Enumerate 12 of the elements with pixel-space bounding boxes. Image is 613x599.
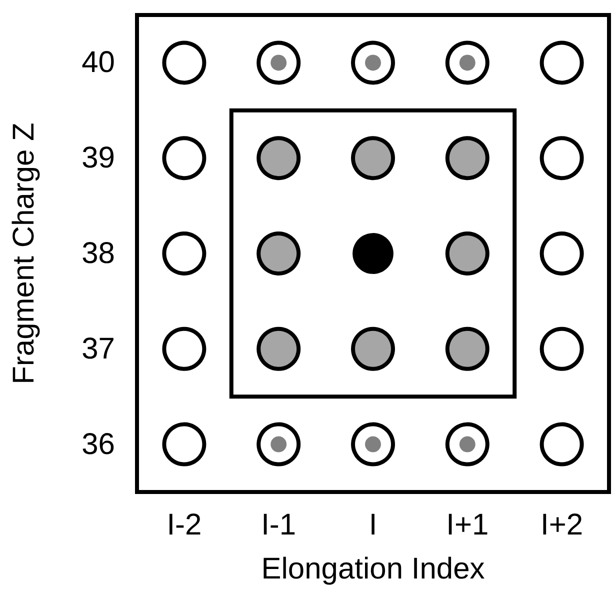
- y-tick-label: 40: [82, 46, 115, 80]
- x-tick-label: I-1: [261, 508, 296, 542]
- y-tick-label: 37: [82, 332, 115, 366]
- x-tick-label: I+1: [446, 508, 489, 542]
- x-axis-title: Elongation Index: [261, 552, 485, 586]
- y-tick-label: 38: [82, 237, 115, 270]
- y-axis-title: Fragment Charge Z: [8, 122, 40, 384]
- y-tick-label: 39: [82, 142, 115, 175]
- y-tick-label: 36: [82, 428, 115, 461]
- x-tick-label: I-2: [166, 508, 202, 542]
- x-tick-label: I+2: [540, 508, 584, 542]
- x-tick-label: I: [368, 508, 378, 542]
